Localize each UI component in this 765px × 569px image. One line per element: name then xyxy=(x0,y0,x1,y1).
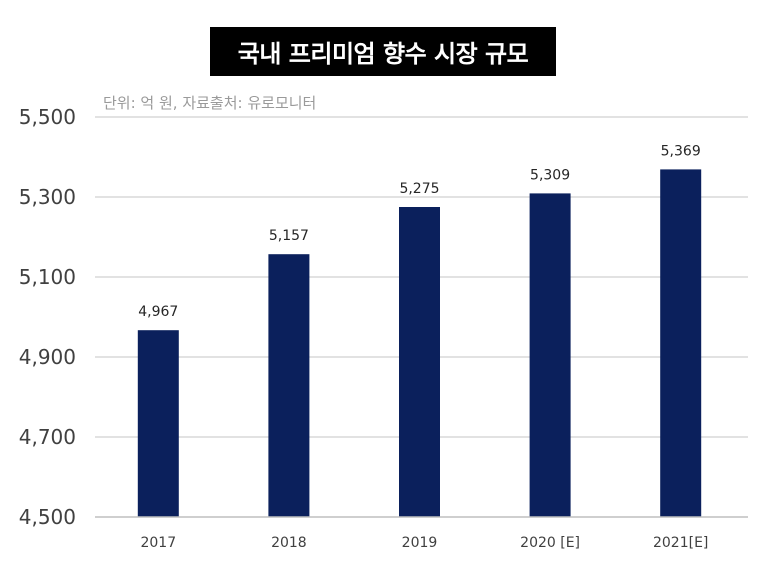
chart-title: 국내 프리미엄 향수 시장 규모 xyxy=(210,27,556,76)
bar-2020E xyxy=(529,193,571,517)
value-labels: 4,967 5,157 5,275 5,309 5,369 xyxy=(138,143,700,320)
y-tick-label: 4,500 xyxy=(19,505,76,529)
x-tick-label: 2017 xyxy=(140,535,176,551)
bar-2021E xyxy=(660,169,702,517)
bar-2018 xyxy=(268,254,310,517)
value-label: 5,275 xyxy=(399,181,439,197)
bar-2019 xyxy=(399,207,440,517)
x-tick-label: 2020 [E] xyxy=(520,535,580,551)
bar-2017 xyxy=(137,330,179,517)
bars xyxy=(137,169,702,517)
y-tick-label: 5,100 xyxy=(19,265,76,289)
y-tick-label: 5,300 xyxy=(19,185,76,209)
value-label: 5,369 xyxy=(661,143,701,159)
chart-subtitle: 단위: 억 원, 자료출처: 유로모니터 xyxy=(103,94,317,112)
x-tick-label: 2018 xyxy=(271,535,307,551)
value-label: 4,967 xyxy=(138,304,178,320)
x-tick-label: 2019 xyxy=(402,535,438,551)
y-tick-label: 5,500 xyxy=(19,105,76,129)
x-axis-tick-labels: 2017 2018 2019 2020 [E] 2021[E] xyxy=(140,535,708,551)
y-axis-tick-labels: 4,500 4,700 4,900 5,100 5,300 5,500 xyxy=(19,105,76,529)
y-tick-label: 4,900 xyxy=(19,345,76,369)
value-label: 5,309 xyxy=(530,167,570,183)
value-label: 5,157 xyxy=(269,228,309,244)
y-tick-label: 4,700 xyxy=(19,425,76,449)
x-tick-label: 2021[E] xyxy=(653,535,708,551)
